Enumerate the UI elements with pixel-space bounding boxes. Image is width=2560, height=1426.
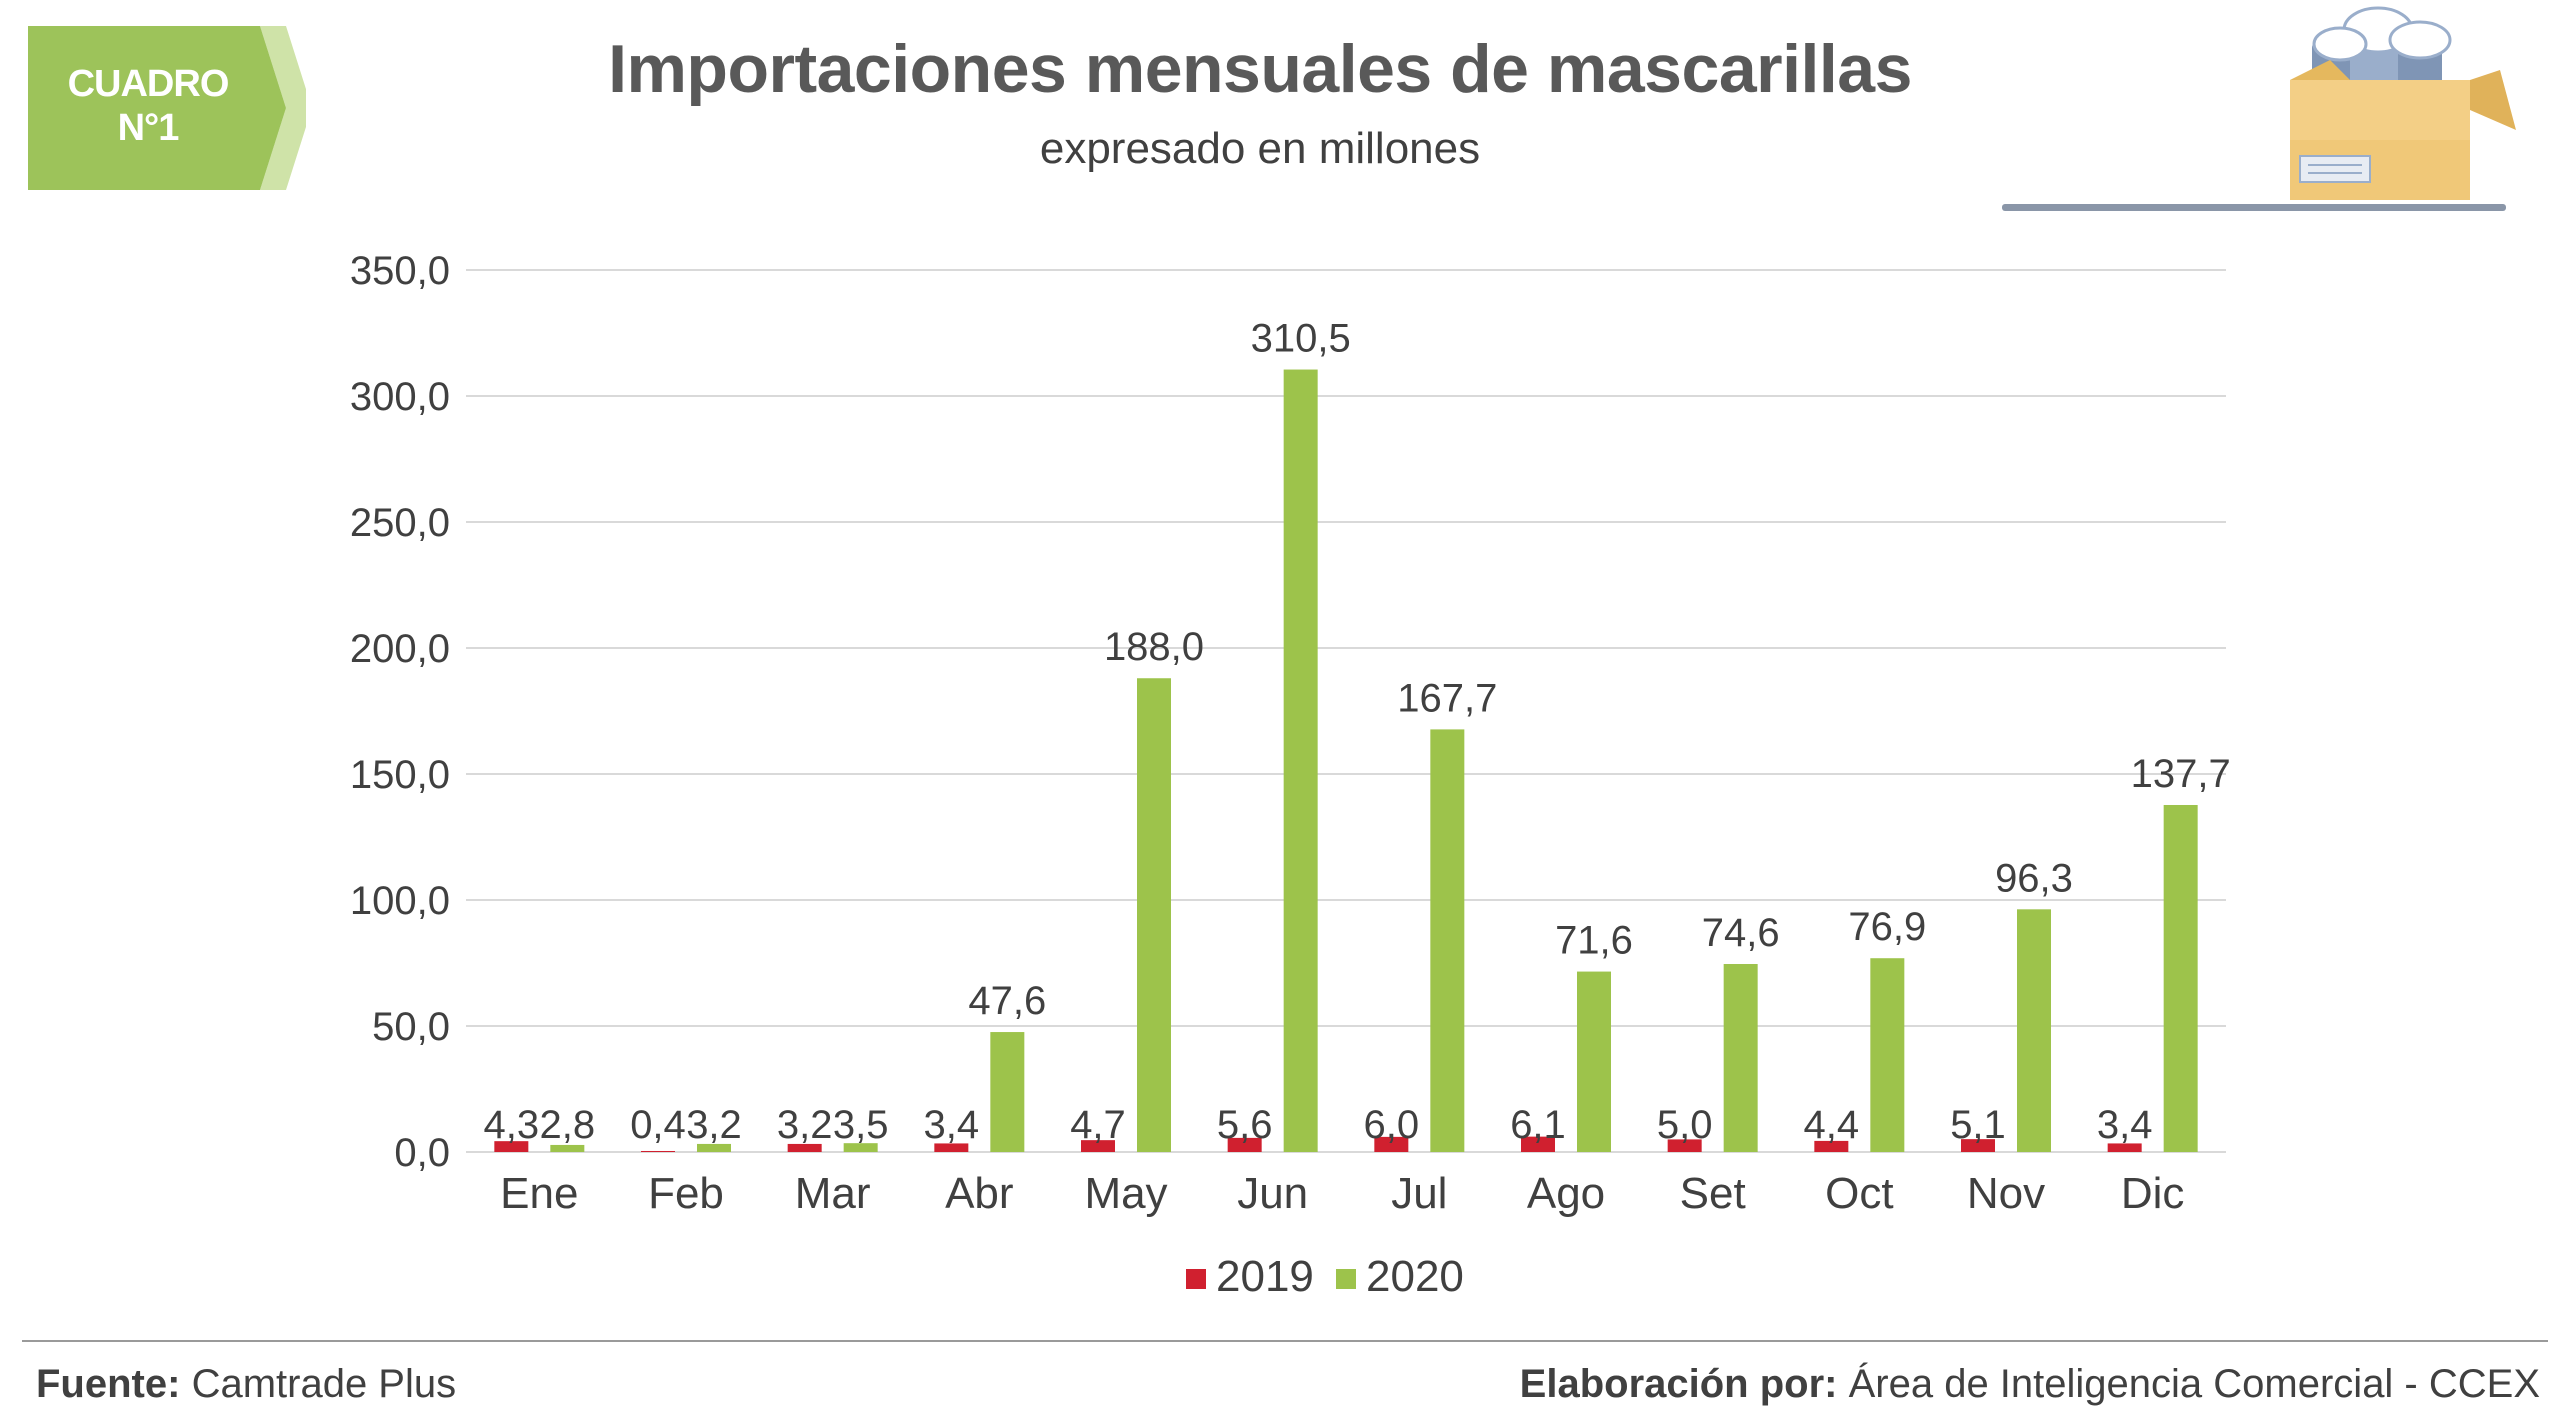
bar-2020-Ago	[1577, 971, 1611, 1152]
data-label-2019-Set: 5,0	[1657, 1103, 1713, 1147]
y-tick-label: 100,0	[350, 879, 450, 923]
x-tick-label: Abr	[945, 1169, 1013, 1218]
legend-swatch-2019	[1186, 1269, 1206, 1289]
legend-label-2020: 2020	[1366, 1252, 1464, 1301]
x-tick-label: Jun	[1237, 1169, 1308, 1218]
data-label-2019-Oct: 4,4	[1804, 1103, 1860, 1147]
x-tick-label: Jul	[1391, 1169, 1447, 1218]
x-tick-label: Mar	[795, 1169, 871, 1218]
bar-2019-Jul	[1374, 1136, 1409, 1152]
y-tick-label: 300,0	[350, 375, 450, 419]
bar-2020-Set	[1723, 964, 1758, 1152]
data-label-2020-Nov: 96,3	[1995, 856, 2073, 900]
grid-lines	[466, 269, 2226, 1153]
bar-2019-Mar	[787, 1143, 822, 1152]
credit-label: Elaboración por:	[1519, 1362, 1838, 1406]
bar-2020-Ene	[550, 1144, 585, 1152]
y-tick-label: 250,0	[350, 501, 450, 545]
source-value: Camtrade Plus	[191, 1362, 457, 1406]
bar-2019-Nov	[1961, 1139, 1995, 1152]
chart-subtitle: expresado en millones	[1039, 124, 1481, 173]
y-tick-label: 150,0	[350, 753, 450, 797]
data-label-2019-Jun: 5,6	[1217, 1103, 1273, 1147]
x-tick-label: Feb	[648, 1169, 724, 1218]
x-tick-label: Nov	[1967, 1169, 2045, 1218]
data-label-2020-Ene: 2,8	[540, 1103, 596, 1147]
data-label-2019-Feb: 0,4	[630, 1103, 686, 1147]
bar-2020-Oct	[1870, 958, 1905, 1152]
x-tick-label: Set	[1680, 1169, 1746, 1218]
data-label-2020-May: 188,0	[1104, 625, 1204, 669]
badge-line-2: N°1	[117, 107, 180, 149]
data-labels: 4,3 2,8 0,4 3,2 3,2 3,5 3,447,64,7188,05,6310,…	[484, 317, 2231, 1147]
chart-title: Importaciones mensuales de mascarillas	[608, 31, 1912, 107]
legend-label-2019: 2019	[1216, 1252, 1314, 1301]
bar-2019-Dic	[2107, 1143, 2142, 1152]
data-label-2019-Jul: 6,0	[1364, 1103, 1420, 1147]
bar-2020-Feb	[697, 1143, 731, 1152]
data-label-2019-Ago: 6,1	[1510, 1103, 1566, 1147]
bar-2020-Dic	[2163, 804, 2198, 1152]
data-label-2019-Ene: 4,3	[484, 1103, 540, 1147]
x-tick-label: Ene	[500, 1169, 578, 1218]
x-tick-label: Dic	[2121, 1169, 2185, 1218]
bar-2019-Ago	[1521, 1136, 1555, 1152]
bar-2020-Nov	[2017, 909, 2051, 1152]
data-label-2019-May: 4,7	[1070, 1103, 1126, 1147]
y-tick-label: 50,0	[372, 1005, 450, 1049]
legend-swatch-2020	[1336, 1269, 1356, 1289]
x-axis-ticks: Ene Feb Mar Abr May Jun Jul Ago Set Oct Nov Dic	[500, 1169, 2184, 1218]
bar-2019-Abr	[934, 1143, 969, 1152]
data-label-2020-Jul: 167,7	[1397, 676, 1497, 720]
mask-box-illustration	[2002, 6, 2516, 211]
bar-2020-Abr	[990, 1032, 1025, 1152]
y-tick-label: 0,0	[394, 1131, 450, 1175]
bar-2020-Jul	[1430, 729, 1465, 1152]
x-tick-label: May	[1084, 1169, 1167, 1218]
bar-2019-Feb	[641, 1150, 675, 1152]
badge-arrow-shape	[28, 26, 306, 190]
y-tick-label: 350,0	[350, 249, 450, 293]
y-tick-label: 200,0	[350, 627, 450, 671]
data-label-2020-Mar: 3,5	[833, 1103, 889, 1147]
x-tick-label: Ago	[1527, 1169, 1605, 1218]
footer-credit: Elaboración por: Área de Inteligencia Co…	[1520, 1362, 2540, 1407]
bar-2019-Ene	[494, 1141, 529, 1152]
bar-2020-May	[1137, 678, 1171, 1152]
data-label-2020-Oct: 76,9	[1848, 905, 1926, 949]
bars	[494, 369, 2198, 1152]
bar-2019-Jun	[1227, 1137, 1262, 1152]
x-tick-label: Oct	[1825, 1169, 1893, 1218]
footer-divider	[22, 1340, 2548, 1342]
data-label-2019-Nov: 5,1	[1950, 1103, 2006, 1147]
bar-2019-May	[1081, 1140, 1115, 1152]
data-label-2019-Abr: 3,4	[924, 1103, 980, 1147]
data-label-2020-Abr: 47,6	[968, 979, 1046, 1023]
source-label: Fuente:	[36, 1362, 181, 1406]
data-label-2020-Jun: 310,5	[1251, 317, 1351, 361]
data-label-2020-Set: 74,6	[1702, 911, 1780, 955]
y-axis-ticks: 0,0 50,0 100,0 150,0 200,0 250,0 300,0 350,0	[350, 249, 450, 1175]
bar-2019-Oct	[1814, 1140, 1849, 1152]
bar-2020-Jun	[1283, 369, 1318, 1152]
data-label-2020-Feb: 3,2	[686, 1103, 742, 1147]
badge-line-1: CUADRO	[67, 63, 230, 105]
data-label-2019-Mar: 3,2	[777, 1103, 833, 1147]
bar-2020-Mar	[843, 1143, 878, 1152]
footer-source: Fuente: Camtrade Plus	[36, 1362, 456, 1407]
credit-value: Área de Inteligencia Comercial - CCEX	[1848, 1362, 2540, 1406]
data-label-2019-Dic: 3,4	[2097, 1103, 2153, 1147]
bar-2019-Set	[1667, 1139, 1702, 1152]
data-label-2020-Dic: 137,7	[2131, 752, 2231, 796]
data-label-2020-Ago: 71,6	[1555, 919, 1633, 963]
legend: 2019 2020	[1186, 1252, 1464, 1301]
